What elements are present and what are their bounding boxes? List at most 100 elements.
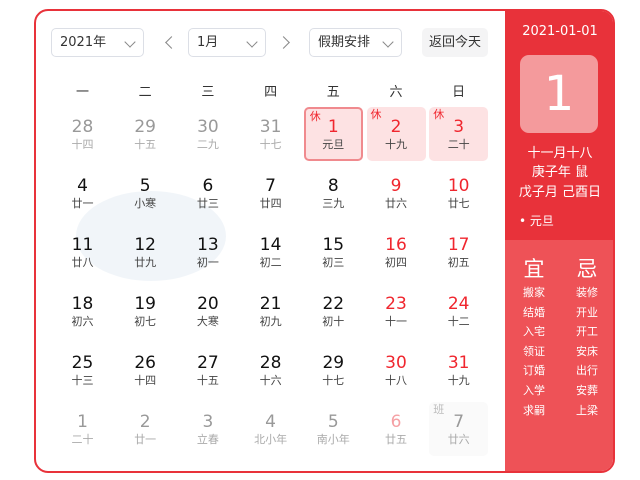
- day-cell[interactable]: 9 廿六: [367, 166, 426, 220]
- lunar-day: 十八: [385, 374, 407, 387]
- yi-item: 搬家: [523, 286, 545, 299]
- day-cell[interactable]: 班 7 廿六: [429, 402, 489, 456]
- day-cell[interactable]: 19 初七: [116, 284, 175, 338]
- lunar-day: 廿一: [134, 433, 157, 446]
- prev-month-icon[interactable]: [165, 36, 178, 49]
- day-cell[interactable]: 29 十七: [304, 343, 363, 397]
- lunar-day: 小寒: [134, 197, 157, 210]
- day-number: 2: [139, 412, 151, 432]
- day-cell[interactable]: 7 廿四: [241, 166, 300, 220]
- day-cell[interactable]: 27 十五: [178, 343, 237, 397]
- yi-item: 入学: [523, 383, 545, 397]
- holiday-select[interactable]: 假期安排: [309, 28, 402, 57]
- day-number: 20: [197, 294, 219, 314]
- day-cell[interactable]: 28 十四: [53, 107, 112, 161]
- chevron-down-icon: [246, 36, 258, 48]
- lunar-day: 初十: [322, 315, 345, 328]
- day-cell[interactable]: 30 十八: [367, 343, 426, 397]
- day-number: 9: [390, 176, 402, 196]
- day-cell[interactable]: 3 立春: [178, 402, 237, 456]
- day-detail-panel: 2021-01-01 1 十一月十八 庚子年 鼠 戊子月 己酉日 • 元旦 宜搬…: [505, 11, 613, 471]
- lunar-day: 初三: [322, 256, 345, 269]
- day-cell[interactable]: 31 十九: [429, 343, 488, 397]
- day-cell[interactable]: 16 初四: [367, 225, 426, 279]
- day-number: 4: [265, 412, 276, 432]
- day-cell[interactable]: 29 十五: [116, 107, 175, 161]
- day-cell[interactable]: 5 小寒: [116, 166, 175, 220]
- back-today-button[interactable]: 返回今天: [422, 28, 488, 57]
- day-number: 1: [77, 412, 88, 432]
- day-cell[interactable]: 1 二十: [53, 402, 112, 456]
- day-cell[interactable]: 15 初三: [304, 225, 363, 279]
- lunar-day: 十五: [134, 138, 157, 151]
- ganzhi-year: 庚子年 鼠: [531, 165, 589, 180]
- day-cell[interactable]: 4 北小年: [241, 402, 300, 456]
- day-cell[interactable]: 5 南小年: [304, 402, 363, 456]
- day-cell[interactable]: 20 大寒: [178, 284, 237, 338]
- weekday-header: 五: [326, 85, 340, 100]
- day-cell[interactable]: 4 廿一: [53, 166, 112, 220]
- year-select[interactable]: 2021年: [51, 28, 144, 57]
- day-cell[interactable]: 24 十二: [429, 284, 488, 338]
- weekday-header: 二: [138, 85, 152, 100]
- yi-list: 宜搬家 结婚 入宅 领证 订婚 入学 求嗣: [514, 255, 554, 420]
- day-cell[interactable]: 12 廿九: [116, 225, 175, 279]
- weekday-header: 三: [201, 85, 215, 100]
- lunar-day: 廿六: [385, 197, 407, 210]
- day-cell[interactable]: 22 初十: [304, 284, 363, 338]
- day-cell[interactable]: 11 廿八: [53, 225, 112, 279]
- day-cell[interactable]: 28 十六: [241, 343, 300, 397]
- day-cell[interactable]: 25 十三: [53, 343, 112, 397]
- lunar-day: 十七: [322, 374, 345, 387]
- lunar-day: 十九: [385, 138, 407, 151]
- day-number: 30: [385, 353, 407, 373]
- lunar-day: 十四: [134, 374, 157, 387]
- day-number: 28: [259, 353, 282, 373]
- lunar-day: 十五: [196, 374, 219, 387]
- lunar-date: 十一月十八: [527, 146, 593, 161]
- lunar-day: 二九: [196, 138, 219, 151]
- day-number: 6: [202, 176, 214, 196]
- ganzhi-month-day: 戊子月 己酉日: [518, 185, 602, 200]
- day-number: 4: [77, 176, 88, 196]
- ji-item: 上梁: [576, 403, 598, 417]
- month-select[interactable]: 1月: [188, 28, 266, 57]
- day-number: 14: [259, 235, 282, 255]
- day-cell[interactable]: 休 2 十九: [366, 107, 426, 161]
- weekday-header: 六: [389, 85, 403, 100]
- day-cell[interactable]: 14 初二: [241, 225, 300, 279]
- lunar-day: 廿五: [385, 433, 407, 446]
- ji-item: 出行: [576, 364, 598, 378]
- calendar-widget: 2021年 1月 假期安排 返回今天 一二三四五六日 28 十四 29 十五 30 二九 3…: [34, 9, 615, 473]
- day-number: 2: [390, 117, 402, 137]
- lunar-day: 廿七: [447, 197, 470, 210]
- day-cell[interactable]: 23 十一: [367, 284, 426, 338]
- day-badge: 休: [309, 110, 321, 123]
- day-number: 1: [327, 117, 339, 137]
- day-cell[interactable]: 26 十四: [116, 343, 175, 397]
- day-number: 10: [447, 176, 470, 196]
- day-cell[interactable]: 21 初九: [241, 284, 300, 338]
- lunar-day: 十四: [71, 138, 94, 151]
- day-cell[interactable]: 30 二九: [178, 107, 237, 161]
- day-cell[interactable]: 18 初六: [53, 284, 112, 338]
- day-cell[interactable]: 13 初一: [178, 225, 237, 279]
- ji-item: 装修: [576, 286, 598, 299]
- day-cell[interactable]: 8 三九: [304, 166, 363, 220]
- lunar-day: 廿六: [447, 433, 470, 446]
- day-cell[interactable]: 10 廿七: [429, 166, 488, 220]
- day-cell[interactable]: 6 廿三: [178, 166, 237, 220]
- lunar-day: 初四: [385, 256, 407, 269]
- lunar-day: 南小年: [316, 433, 350, 446]
- chevron-down-icon: [124, 36, 136, 48]
- day-cell[interactable]: 2 廿一: [116, 402, 175, 456]
- lunar-day: 二十: [447, 138, 470, 151]
- ji-item: 安床: [576, 344, 598, 358]
- day-cell[interactable]: 31 十七: [241, 107, 300, 161]
- day-cell[interactable]: 17 初五: [429, 225, 488, 279]
- day-cell[interactable]: 休 3 二十: [429, 107, 489, 161]
- day-cell[interactable]: 休 1 元旦: [303, 107, 363, 161]
- day-number: 29: [322, 353, 345, 373]
- next-month-icon[interactable]: [277, 36, 290, 49]
- day-cell[interactable]: 6 廿五: [367, 402, 426, 456]
